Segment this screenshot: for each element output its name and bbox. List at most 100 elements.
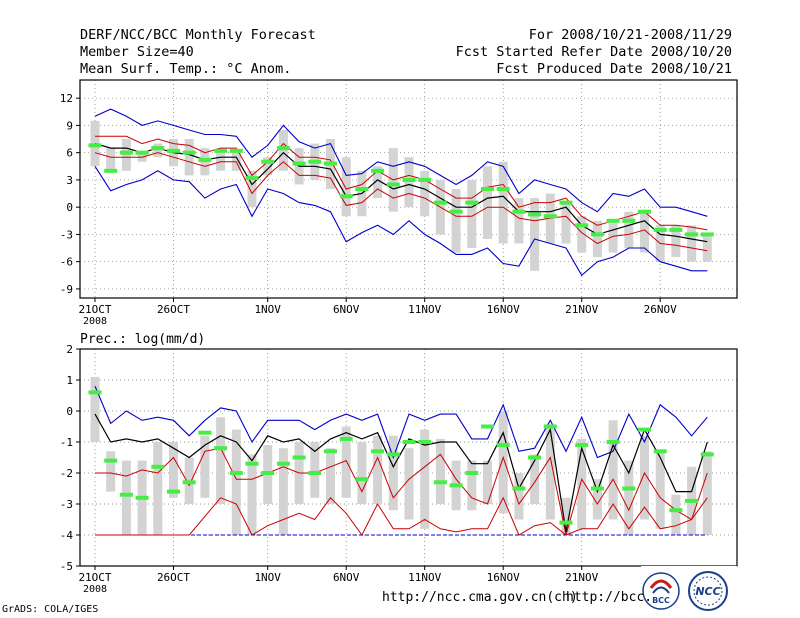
prec-spread-box [671,494,681,535]
temp-spread-box [153,143,163,158]
temp-observed-mark [496,187,510,191]
temp-observed-mark [245,176,259,181]
temp-ytick-label: 6 [66,147,73,160]
prec-spread-box [577,438,587,529]
prec-observed-mark [402,440,416,444]
temp-observed-mark [386,182,400,187]
prec-observed-mark [292,455,306,460]
temp-panel: -9 -6 -3 0 3 6 9 12 21OCT 26OCT 1NOV 6NOV 11NOV 16NOV… [60,79,738,327]
prec-ytick-label: -5 [60,560,73,573]
prec-spread-box [483,460,492,504]
prec-spread-box [498,411,508,514]
prec-observed-mark [135,495,149,500]
grads-credit: GrADS: COLA/IGES [2,604,99,615]
temp-observed-mark [418,177,432,182]
prec-spread-box [169,442,178,498]
prec-spread-box [153,442,163,535]
temp-spread-box [483,166,492,239]
prec-spread-box [388,435,398,511]
prec-spread-box [247,454,257,535]
prec-spread-box [655,451,665,529]
prec-observed-mark [575,443,589,448]
prec-observed-mark [543,424,557,429]
prec-observed-mark [590,486,604,491]
temp-spread-box [420,170,430,217]
prec-xtick-label: 6NOV [333,571,360,584]
temp-observed-mark [151,146,165,151]
prec-spread-box [106,451,116,492]
prec-xtick-label: 1NOV [254,571,281,584]
prec-spread-box [592,479,602,520]
temp-frame [79,79,738,299]
temp-ytick-label: -9 [60,283,73,296]
prec-observed-mark [355,477,369,482]
prec-spread-box [545,426,555,520]
temp-observed-mark [669,227,683,232]
temp-spread-box [373,166,383,199]
temp-max-line [94,108,708,217]
prec-spread-box [420,429,430,529]
prec-spread-box [326,448,335,504]
prec-xtick-label: 16NOV [487,571,520,584]
temp-observed-mark [638,209,651,214]
temp-observed-mark [402,177,416,182]
bcc-logo-text: BCC [652,596,670,605]
prec-observed-mark [653,449,667,454]
chart-title: DERF/NCC/BCC Monthly Forecast [80,27,316,43]
prec-observed-mark [481,424,494,429]
bcc-logo: BCC [642,572,680,610]
temp-ytick-label: 3 [66,174,73,187]
bcc-url[interactable]: http://bcc. [566,590,653,605]
prec-observed-mark [119,492,133,497]
prec-xtick-label: 26OCT [157,571,190,584]
temp-observed-mark [276,146,290,151]
temp-observed-mark [308,159,322,164]
prec-observed-mark [638,427,651,432]
refer-date: Fcst Started Refer Date 2008/10/20 [455,44,732,60]
prec-observed-mark [606,440,620,444]
prec-observed-mark [88,390,102,395]
temp-observed-mark [575,223,589,228]
variable-label: Mean Surf. Temp.: °C Anom. [80,61,292,77]
temp-spread-box [216,148,226,171]
prec-max-line [94,385,708,460]
prec-panel: -5 -4 -3 -2 -1 0 1 2 21OCT 26OCT 1NOV 6NOV 11NOV 16NO… [60,343,738,595]
prec-observed-mark [669,508,683,513]
prec-observed-mark [182,480,196,485]
prec-observed-mark [245,461,259,466]
prec-xtick-label: 11NOV [408,571,441,584]
prec-observed-mark [151,464,165,469]
prec-spread-box [278,448,288,535]
temp-spread-box [184,139,194,176]
prec-observed-mark [167,489,180,494]
temp-observed-mark [465,200,479,205]
header-left: DERF/NCC/BCC Monthly Forecast Member Size… [80,27,316,78]
prec-ytick-label: -4 [60,529,74,542]
prec-observed-mark [371,449,385,454]
temp-spread-box [592,220,602,258]
produced-date: Fcst Produced Date 2008/10/21 [496,61,732,77]
prec-observed-mark [512,486,526,491]
temp-spread-box [702,234,712,262]
prec-ytick-label: -1 [60,436,73,449]
prec-observed-mark [449,483,463,488]
temp-year-label: 2008 [83,316,107,327]
precip-variable-label: Prec.: log(mm/d) [80,332,205,347]
temp-xtick-label: 11NOV [408,303,441,316]
ncc-url[interactable]: http://ncc.cma.gov.cn(ch) [382,590,578,605]
temp-spread-box [498,161,508,244]
prec-observed-mark [528,455,542,460]
temp-xtick-label: 21NOV [565,303,598,316]
temp-observed-mark [685,232,699,237]
prec-spread-box [640,435,649,520]
temp-spread-box [404,157,414,208]
temp-observed-mark [481,187,494,191]
prec-ytick-label: -3 [60,498,73,511]
prec-spread-box [216,417,226,504]
temp-xtick-label: 21OCT [78,303,111,316]
temp-lower-line [94,152,708,252]
prec-observed-mark [214,446,228,451]
prec-ytick-label: 1 [66,374,73,387]
temp-xtick-label: 16NOV [487,303,520,316]
